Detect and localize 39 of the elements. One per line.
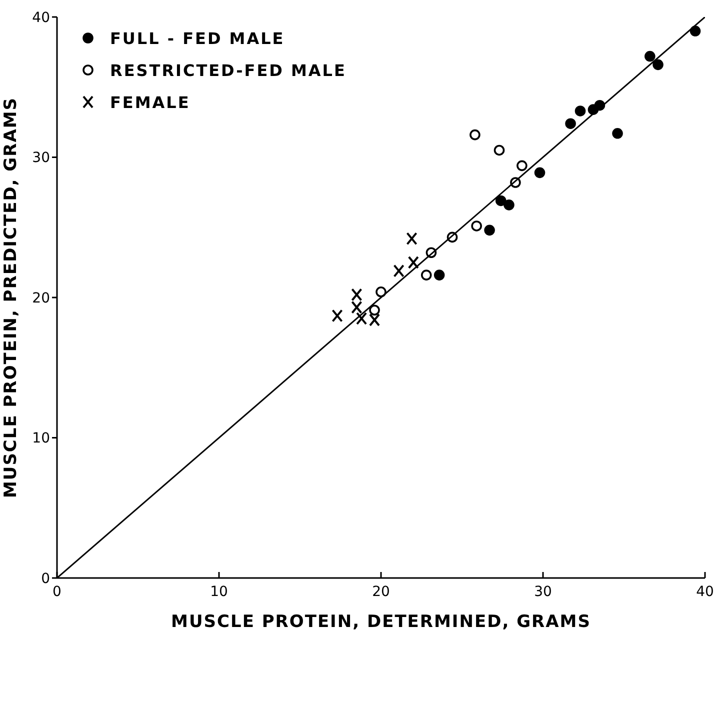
point <box>406 232 418 246</box>
legend-label: RESTRICTED-FED MALE <box>110 60 346 80</box>
point <box>690 26 701 36</box>
legend-label: FEMALE <box>110 92 190 112</box>
y-tick-label: 10 <box>32 430 50 447</box>
x-axis-title: MUSCLE PROTEIN, DETERMINED, GRAMS <box>171 612 591 632</box>
x-tick-label: 30 <box>534 584 552 600</box>
point <box>376 286 386 298</box>
x-tick-label: 20 <box>372 584 390 600</box>
point <box>434 270 445 280</box>
y-tick-label: 20 <box>32 290 50 306</box>
point <box>408 256 419 269</box>
point <box>494 144 505 156</box>
point <box>332 309 343 322</box>
point <box>574 106 586 116</box>
point <box>369 313 380 326</box>
point <box>644 50 656 62</box>
x-tick-label: 40 <box>696 584 714 600</box>
point <box>470 129 480 140</box>
point <box>612 128 623 139</box>
point <box>516 160 528 172</box>
point <box>495 195 506 206</box>
point <box>356 312 368 326</box>
point <box>534 167 546 178</box>
x-tick-label: 10 <box>210 584 228 600</box>
y-tick-label: 40 <box>32 10 50 26</box>
point <box>652 59 664 70</box>
point <box>484 224 495 236</box>
y-axis-title: MUSCLE PROTEIN, PREDICTED, GRAMS <box>1 96 22 498</box>
y-tick-label: 30 <box>32 150 50 166</box>
legend-label: FULL - FED MALE <box>110 28 285 48</box>
point <box>369 304 380 316</box>
point <box>565 118 576 129</box>
point <box>420 270 432 280</box>
point <box>504 200 514 210</box>
x-tick-label: 0 <box>52 584 62 600</box>
point <box>393 264 404 278</box>
y-tick-label: 0 <box>41 570 50 587</box>
point <box>471 220 482 232</box>
